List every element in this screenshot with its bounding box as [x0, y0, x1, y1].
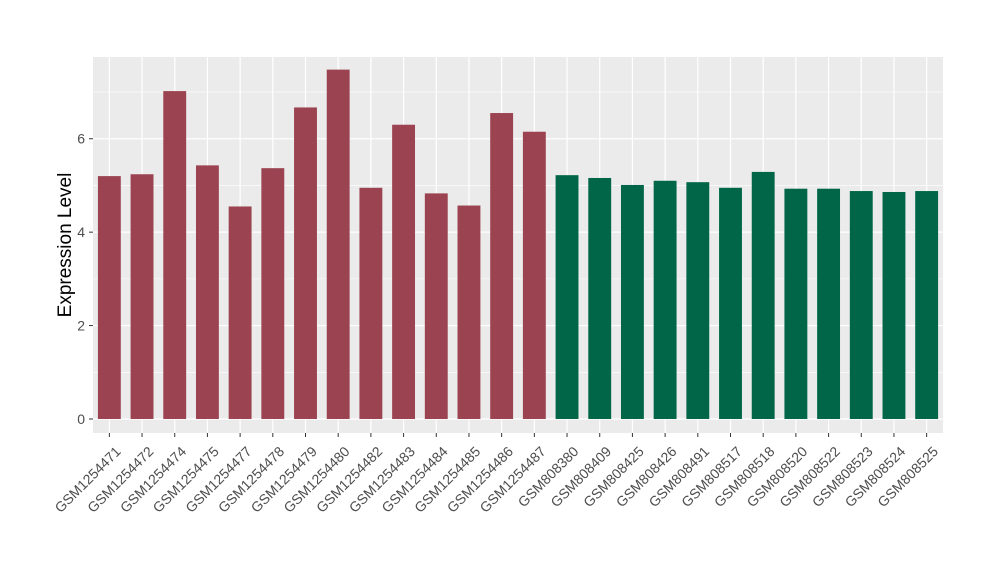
bar [522, 131, 546, 419]
bar [130, 174, 154, 419]
y-axis-label: Expression Level [55, 173, 76, 318]
plot-panel [93, 57, 943, 433]
y-axis: 0 2 4 6 [77, 131, 93, 427]
bar [686, 182, 710, 419]
bar [915, 191, 939, 419]
bar [457, 205, 481, 419]
bar [163, 91, 187, 419]
y-tick-label: 2 [77, 318, 85, 334]
bar [882, 191, 906, 419]
bar [849, 191, 873, 419]
bar [490, 113, 514, 419]
x-axis: GSM1254471GSM1254472GSM1254474GSM1254475… [51, 433, 941, 516]
y-tick-label: 4 [77, 224, 85, 240]
bar [620, 184, 644, 419]
bar [326, 69, 350, 419]
bar [588, 177, 612, 419]
bar [228, 206, 252, 419]
bar [261, 168, 285, 419]
bar [392, 124, 416, 419]
bar [424, 193, 448, 419]
bars [97, 69, 939, 419]
bar [555, 175, 579, 419]
bar [97, 176, 121, 419]
bar [653, 180, 677, 419]
bar [751, 171, 775, 419]
y-tick-label: 0 [77, 411, 85, 427]
bar [294, 107, 317, 419]
y-tick-label: 6 [77, 131, 85, 147]
bar [784, 188, 808, 419]
bar [195, 165, 219, 419]
bar [359, 187, 383, 419]
bar [719, 187, 742, 419]
bar [817, 188, 841, 419]
